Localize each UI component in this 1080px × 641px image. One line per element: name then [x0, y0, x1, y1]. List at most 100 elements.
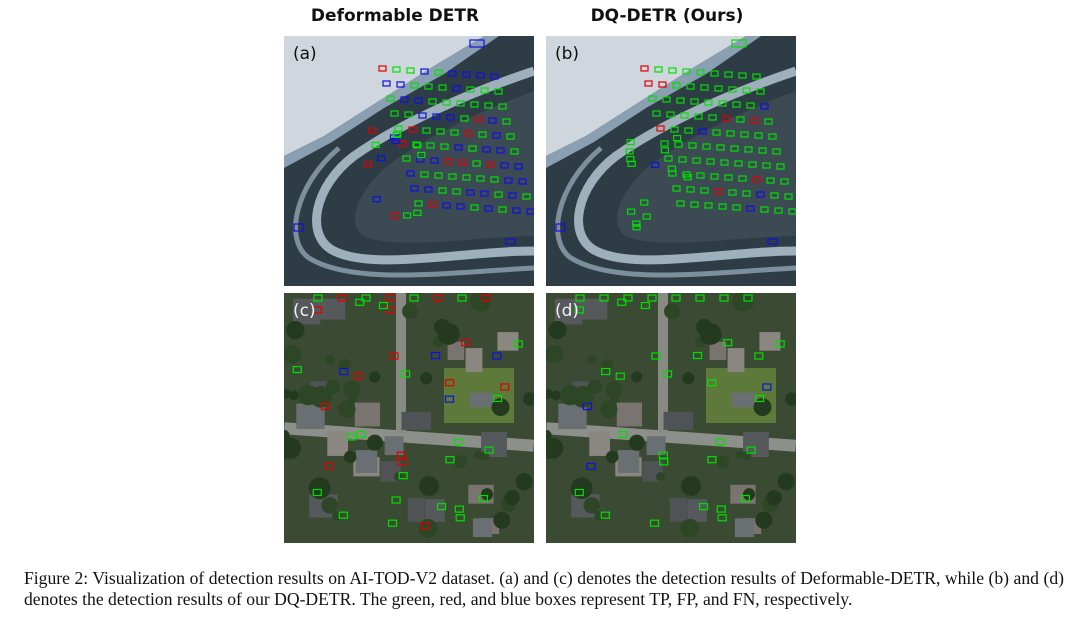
- house-roof: [401, 411, 432, 430]
- tree: [766, 490, 782, 506]
- tp-box: [468, 145, 477, 152]
- tp-box: [392, 66, 401, 73]
- tree: [682, 372, 695, 385]
- tp-box: [694, 113, 703, 120]
- tp-box: [708, 114, 717, 121]
- fn-box: [512, 207, 521, 214]
- tp-box: [704, 99, 713, 106]
- fn-box: [762, 383, 772, 391]
- fp-box: [312, 306, 322, 314]
- house-roof: [617, 450, 640, 473]
- fp-box: [461, 339, 471, 347]
- tree: [631, 371, 643, 383]
- tp-box: [775, 340, 785, 348]
- column-title-dq-detr: DQ-DETR (Ours): [590, 6, 744, 26]
- tree: [785, 392, 796, 406]
- tp-box: [356, 430, 366, 439]
- tp-box: [355, 298, 365, 306]
- tp-box: [682, 68, 691, 75]
- tp-box: [672, 134, 682, 142]
- tp-box: [668, 67, 677, 74]
- tp-box: [410, 82, 419, 89]
- tp-box: [417, 151, 426, 159]
- tp-box: [688, 142, 697, 149]
- tp-box: [404, 111, 413, 118]
- tp-box: [742, 190, 751, 197]
- fn-box: [496, 147, 505, 154]
- tp-box: [752, 73, 761, 80]
- fn-box: [555, 223, 566, 232]
- tp-box: [714, 85, 723, 92]
- tp-box: [766, 177, 775, 184]
- tree: [716, 455, 729, 468]
- tp-box: [476, 175, 485, 182]
- house-roof: [558, 403, 587, 430]
- tp-box: [776, 163, 785, 170]
- fp-box: [433, 294, 443, 302]
- fn-box: [448, 70, 457, 77]
- tp-box: [736, 116, 745, 123]
- tp-box: [502, 118, 511, 125]
- tree: [583, 497, 600, 514]
- tp-box: [601, 367, 611, 376]
- tp-box: [478, 494, 488, 503]
- tp-box: [455, 514, 465, 522]
- tp-box: [690, 98, 699, 105]
- fn-box: [420, 68, 429, 75]
- tp-box: [627, 160, 636, 167]
- tp-box: [743, 294, 753, 302]
- tp-box: [788, 208, 796, 215]
- tp-box: [728, 86, 737, 93]
- tp-box: [710, 70, 719, 77]
- tp-box: [506, 133, 515, 140]
- tp-box: [510, 148, 519, 155]
- tp-box: [498, 206, 507, 213]
- house-roof: [354, 402, 381, 427]
- fn-box: [400, 96, 409, 103]
- fp-box: [486, 161, 495, 168]
- tp-box: [453, 438, 463, 446]
- house-roof: [318, 298, 346, 320]
- tp-box: [746, 102, 755, 109]
- tp-box: [642, 213, 651, 220]
- tree: [493, 511, 511, 529]
- tree: [664, 303, 680, 320]
- tp-box: [742, 87, 751, 94]
- fp-box: [445, 379, 455, 387]
- tp-box: [740, 494, 750, 503]
- tp-box: [478, 131, 487, 138]
- fn-box: [756, 191, 765, 198]
- tp-box: [706, 158, 715, 165]
- fn-box: [505, 238, 516, 245]
- fn-box: [456, 203, 465, 210]
- house-roof: [580, 298, 608, 320]
- tree: [470, 293, 492, 312]
- fn-box: [430, 157, 439, 164]
- tp-box: [426, 142, 435, 149]
- tp-box: [660, 147, 669, 154]
- house-roof: [384, 436, 404, 456]
- fn-box: [391, 137, 400, 145]
- fp-box: [378, 65, 387, 72]
- tp-box: [692, 351, 703, 360]
- tp-box: [683, 174, 692, 181]
- tree: [284, 389, 291, 399]
- fp-box: [500, 383, 510, 391]
- fn-box: [488, 117, 497, 124]
- fn-box: [482, 146, 491, 153]
- column-title-deformable-detr: Deformable DETR: [310, 6, 480, 26]
- tp-box: [484, 446, 494, 454]
- tp-box: [662, 96, 671, 103]
- fp-box: [320, 402, 331, 411]
- fp-box: [397, 458, 407, 466]
- tp-box: [466, 86, 475, 93]
- tp-box: [744, 146, 753, 153]
- house-roof: [616, 402, 643, 427]
- tp-box: [438, 187, 447, 194]
- fn-box: [469, 39, 485, 48]
- tp-box: [734, 160, 743, 167]
- tp-box: [707, 456, 717, 464]
- tp-box: [498, 103, 507, 110]
- tp-box: [680, 112, 689, 119]
- fn-box: [484, 205, 493, 212]
